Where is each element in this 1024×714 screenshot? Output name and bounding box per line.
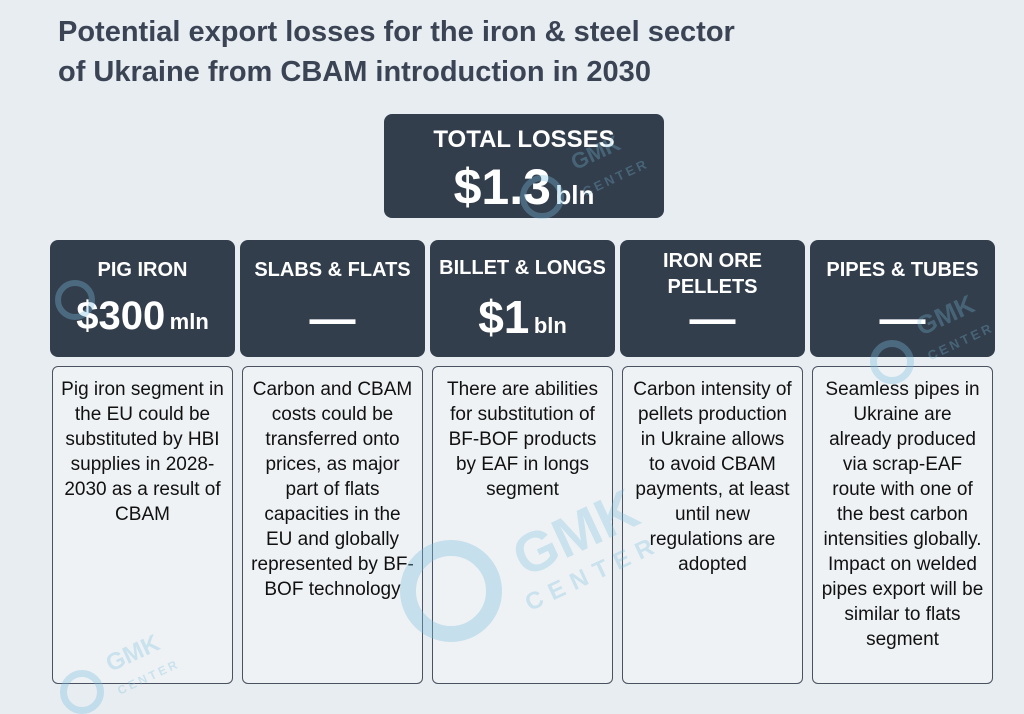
total-losses-amount: $1.3 bbox=[453, 159, 551, 215]
column-label: PIPES & TUBES bbox=[826, 259, 979, 281]
column-header: SLABS & FLATS — bbox=[240, 240, 425, 357]
column-value: $300 mln bbox=[50, 294, 235, 339]
column-description: Carbon intensity of pellets production i… bbox=[622, 366, 803, 684]
column-amount: $1 bbox=[478, 291, 530, 343]
column-dash: — bbox=[309, 292, 356, 344]
total-losses-value: $1.3 bln bbox=[384, 158, 664, 216]
page-title: Potential export losses for the iron & s… bbox=[58, 12, 958, 92]
column-description: Seamless pipes in Ukraine are already pr… bbox=[812, 366, 993, 684]
column-description: Carbon and CBAM costs could be transferr… bbox=[242, 366, 423, 684]
title-line-2: of Ukraine from CBAM introduction in 203… bbox=[58, 56, 651, 88]
column-label: BILLET & LONGS bbox=[439, 257, 606, 279]
column-label: IRON ORE PELLETS bbox=[663, 250, 762, 298]
column-unit: bln bbox=[533, 313, 567, 338]
column-header: PIPES & TUBES — bbox=[810, 240, 995, 357]
column-dash: — bbox=[879, 292, 926, 344]
column-header: IRON ORE PELLETS — bbox=[620, 240, 805, 357]
total-losses-box: TOTAL LOSSES $1.3 bln bbox=[384, 114, 664, 218]
total-losses-label: TOTAL LOSSES bbox=[433, 126, 615, 153]
column-label: SLABS & FLATS bbox=[254, 259, 411, 281]
column-unit: mln bbox=[169, 309, 209, 334]
column-amount: $300 bbox=[76, 294, 166, 338]
column-label: PIG IRON bbox=[97, 259, 188, 281]
column-description: Pig iron segment in the EU could be subs… bbox=[52, 366, 233, 684]
title-line-1: Potential export losses for the iron & s… bbox=[58, 16, 735, 48]
column-dash: — bbox=[689, 292, 736, 344]
column-value: $1 bln bbox=[430, 290, 615, 344]
column-header: BILLET & LONGS $1 bln bbox=[430, 240, 615, 357]
column-header: PIG IRON $300 mln bbox=[50, 240, 235, 357]
total-losses-unit: bln bbox=[555, 180, 595, 210]
column-description: There are abilities for substitution of … bbox=[432, 366, 613, 684]
